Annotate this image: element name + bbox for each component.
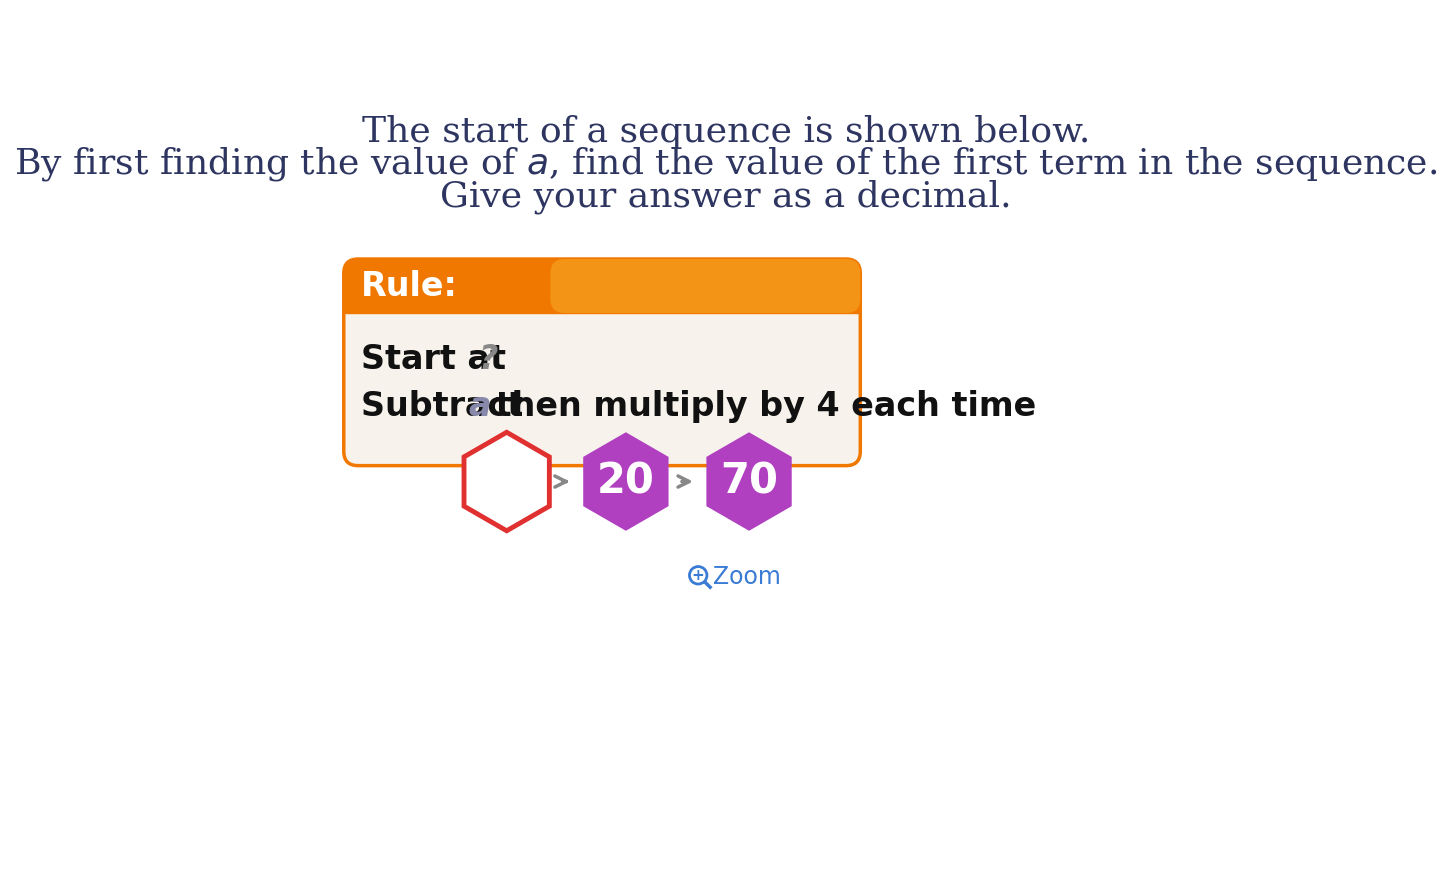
Text: ?: ? <box>479 342 498 376</box>
Polygon shape <box>465 432 549 531</box>
Polygon shape <box>584 432 668 531</box>
Text: Give your answer as a decimal.: Give your answer as a decimal. <box>440 180 1012 214</box>
Text: a: a <box>469 391 491 423</box>
Text: Rule:: Rule: <box>362 270 459 303</box>
Text: 70: 70 <box>720 460 778 503</box>
FancyBboxPatch shape <box>344 259 860 313</box>
FancyBboxPatch shape <box>550 259 860 313</box>
Polygon shape <box>706 432 791 531</box>
Text: The start of a sequence is shown below.: The start of a sequence is shown below. <box>362 115 1090 149</box>
Text: +: + <box>691 568 704 583</box>
Text: Subtract: Subtract <box>362 391 536 423</box>
Text: By first finding the value of $\mathit{a}$, find the value of the first term in : By first finding the value of $\mathit{a… <box>15 145 1437 183</box>
Text: By first finding the value of a, find the value of the first term in the sequenc: By first finding the value of a, find th… <box>15 146 1437 181</box>
Text: Start at: Start at <box>362 342 530 376</box>
Text: then multiply by 4 each time: then multiply by 4 each time <box>485 391 1037 423</box>
Text: Zoom: Zoom <box>713 564 781 589</box>
Text: 20: 20 <box>597 460 655 503</box>
FancyBboxPatch shape <box>344 259 860 466</box>
Bar <box>344 288 860 313</box>
